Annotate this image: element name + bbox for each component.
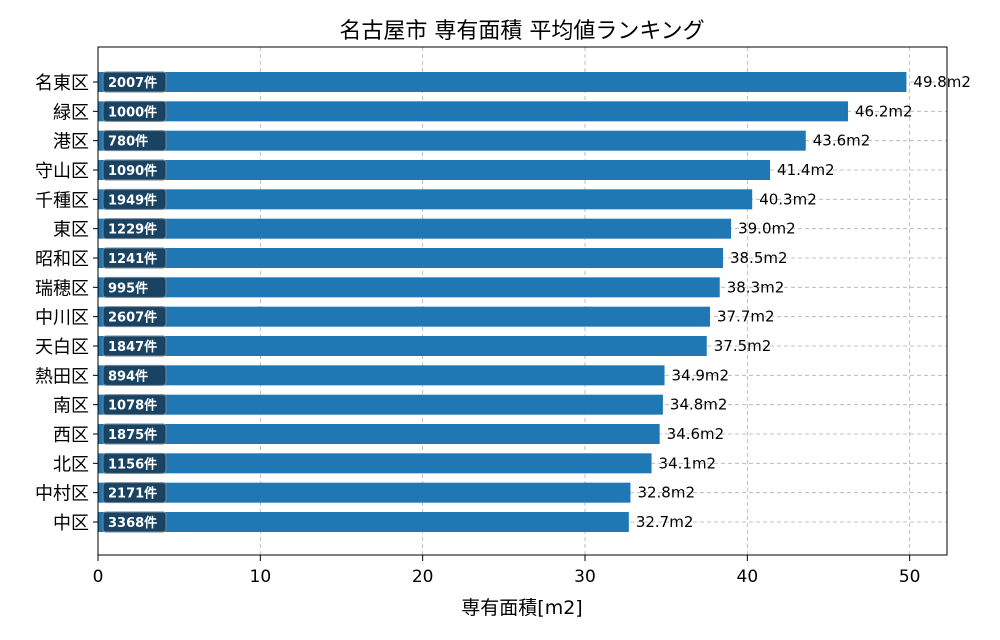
- bar: [98, 306, 710, 327]
- count-badge: [102, 306, 167, 328]
- count-badge: [102, 130, 167, 152]
- count-label: 1000件: [108, 104, 157, 120]
- x-tick-label: 10: [250, 567, 272, 587]
- count-badge: [102, 276, 167, 298]
- x-tick-label: 50: [899, 567, 921, 587]
- count-badge: [102, 335, 167, 357]
- value-label: 38.3m2: [727, 278, 785, 296]
- bar: [98, 394, 663, 415]
- count-label: 780件: [108, 134, 148, 150]
- bar: [98, 218, 732, 239]
- bar: [98, 336, 707, 356]
- grid: [97, 47, 947, 555]
- value-label: 34.6m2: [667, 425, 725, 443]
- count-badge: [102, 159, 167, 181]
- count-label: 995件: [108, 280, 148, 296]
- count-label: 2007件: [108, 75, 157, 91]
- category-label: 千種区: [35, 190, 89, 211]
- count-badge: [102, 511, 167, 533]
- value-label: 46.2m2: [855, 102, 913, 120]
- count-badge: [102, 482, 167, 504]
- count-badge: [102, 188, 167, 210]
- bar: [98, 453, 652, 474]
- count-label: 1875件: [108, 427, 157, 443]
- count-badge: [102, 218, 167, 240]
- bar: [98, 72, 907, 92]
- category-label: 中川区: [35, 308, 89, 329]
- category-label: 北区: [53, 454, 89, 475]
- value-label: 41.4m2: [777, 161, 835, 179]
- value-label: 49.8m2: [913, 73, 971, 91]
- chart-title: 名古屋市 専有面積 平均値ランキング: [339, 19, 704, 44]
- value-label: 39.0m2: [738, 220, 796, 238]
- category-label: 西区: [53, 425, 89, 446]
- bar: [98, 277, 720, 298]
- bar: [98, 101, 848, 122]
- count-label: 1949件: [108, 192, 157, 208]
- bar: [98, 160, 771, 180]
- bar: [98, 512, 629, 532]
- plot-frame: [97, 46, 948, 556]
- category-label: 天白区: [35, 337, 89, 358]
- category-label: 守山区: [35, 161, 89, 182]
- count-label: 1847件: [108, 339, 157, 355]
- x-tick-label: 40: [737, 567, 759, 587]
- count-label: 1229件: [108, 222, 157, 238]
- count-label: 894件: [108, 368, 148, 384]
- value-label: 34.9m2: [672, 366, 730, 384]
- category-label: 中区: [53, 513, 89, 534]
- count-badge: [102, 452, 167, 474]
- x-tick-label: 0: [93, 567, 104, 587]
- value-label: 34.1m2: [659, 454, 717, 472]
- count-badge: [102, 364, 167, 386]
- category-label: 緑区: [53, 102, 89, 123]
- count-label: 2171件: [108, 486, 157, 502]
- value-label: 32.7m2: [636, 513, 694, 531]
- value-label: 32.8m2: [637, 484, 695, 502]
- category-label: 中村区: [35, 484, 89, 505]
- bar: [98, 130, 806, 151]
- category-label: 瑞穂区: [35, 278, 89, 299]
- count-label: 1241件: [108, 251, 157, 267]
- x-tick-label: 30: [574, 567, 596, 587]
- count-badge: [102, 100, 167, 122]
- bars: 2007件 49.8m2 1000件 46.2m2 780件 43.6m2 1090件 41.…: [98, 71, 971, 533]
- category-label: 昭和区: [35, 249, 89, 270]
- x-axis-label: 専有面積[m2]: [461, 597, 582, 619]
- x-tick-label: 20: [412, 567, 434, 587]
- bar: [98, 365, 665, 386]
- category-label: 名東区: [35, 73, 89, 94]
- y-tick-labels: 名東区緑区港区守山区千種区東区昭和区瑞穂区中川区天白区熱田区南区西区北区中村区中…: [35, 73, 98, 534]
- count-badge: [102, 71, 167, 93]
- count-label: 1090件: [108, 163, 157, 179]
- count-label: 1078件: [108, 398, 157, 414]
- bar: [98, 248, 723, 268]
- value-label: 38.5m2: [730, 249, 788, 267]
- category-label: 港区: [53, 132, 89, 153]
- count-badge: [102, 394, 167, 416]
- count-label: 3368件: [108, 515, 157, 531]
- count-label: 1156件: [108, 456, 157, 472]
- x-ticks: 0 10 20 30 40 50: [93, 555, 921, 587]
- bar: [98, 424, 660, 444]
- category-label: 熱田区: [35, 366, 89, 387]
- bar: [98, 482, 631, 503]
- category-label: 南区: [53, 396, 89, 417]
- category-label: 東区: [53, 220, 89, 241]
- value-label: 43.6m2: [813, 132, 871, 150]
- count-label: 2607件: [108, 310, 157, 326]
- value-label: 34.8m2: [670, 396, 728, 414]
- value-label: 37.5m2: [714, 337, 772, 355]
- bar: [98, 189, 753, 210]
- value-label: 40.3m2: [759, 190, 817, 208]
- value-label: 37.7m2: [717, 308, 775, 326]
- count-badge: [102, 423, 167, 445]
- count-badge: [102, 247, 167, 269]
